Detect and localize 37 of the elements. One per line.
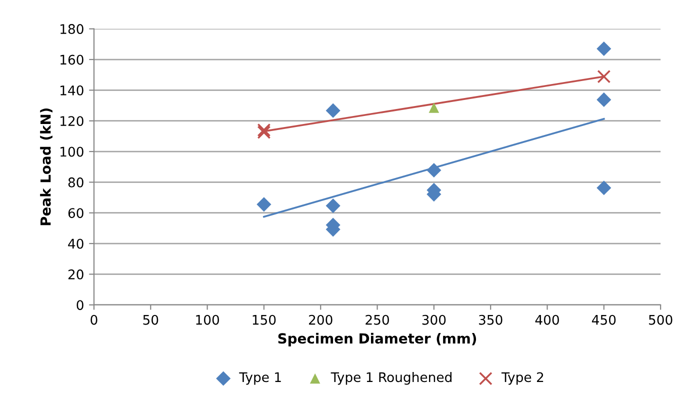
x-tick-label: 500 [648, 314, 672, 325]
y-tick-label: 0 [76, 300, 84, 310]
y-tick-label: 60 [68, 208, 84, 218]
point [257, 123, 271, 137]
x-tick-label: 0 [90, 314, 98, 325]
x-tick-label: 450 [592, 314, 616, 325]
x-tick-label: 250 [366, 314, 389, 325]
y-tick-label: 80 [68, 177, 84, 188]
point [326, 198, 340, 214]
legend-label: Type 2 [501, 372, 544, 385]
y-tick-label: 180 [60, 24, 84, 34]
legend-label: Type 1 [239, 372, 281, 385]
y-tick-label: 40 [68, 238, 84, 249]
y-tick-label: 160 [60, 54, 84, 65]
point [596, 41, 612, 56]
point [326, 103, 340, 118]
x-tick-label: 400 [535, 314, 559, 325]
y-tick-label: 100 [60, 146, 84, 157]
point [596, 92, 612, 107]
point [257, 126, 271, 140]
point [426, 162, 442, 178]
y-tick-label: 20 [68, 269, 84, 280]
x-axis-title: Specimen Diameter (mm) [278, 332, 476, 346]
point [596, 180, 612, 196]
x-tick-label: 50 [143, 314, 158, 325]
x-tick-label: 150 [252, 314, 276, 325]
legend-label: Type 1 Roughened [330, 372, 452, 385]
x-tick-label: 350 [479, 314, 502, 325]
x-tick-label: 100 [196, 314, 220, 325]
point [428, 102, 440, 113]
x-tick-label: 200 [308, 314, 332, 325]
x-tick-label: 300 [422, 314, 446, 325]
y-tick-label: 140 [60, 85, 84, 96]
y-axis-title: Peak Load (kN) [40, 108, 52, 226]
point [597, 70, 611, 84]
point [256, 197, 272, 212]
y-tick-label: 120 [60, 116, 84, 126]
